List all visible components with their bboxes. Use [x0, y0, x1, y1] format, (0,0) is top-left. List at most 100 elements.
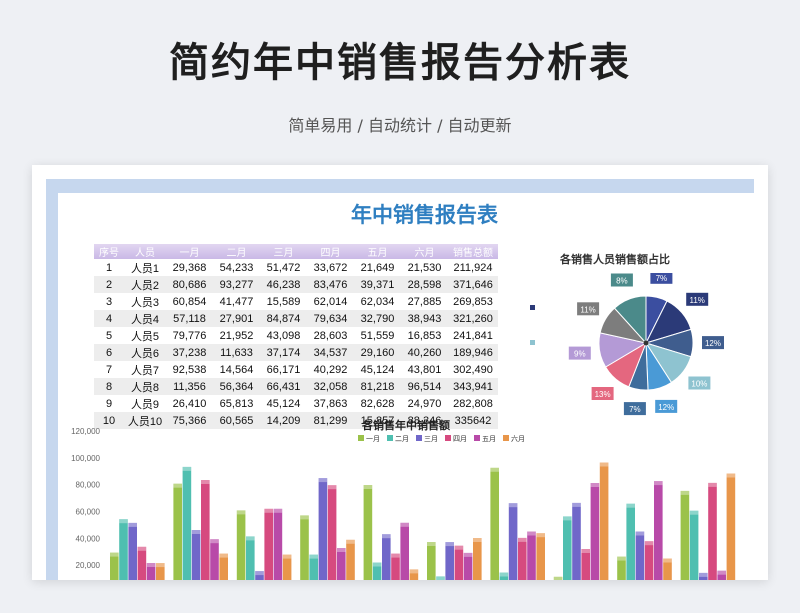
table-cell: 81,299 [307, 412, 354, 429]
pie-label-box [702, 336, 724, 350]
table-cell: 66,431 [260, 378, 307, 395]
bar [726, 473, 736, 580]
bar-highlight [255, 571, 264, 576]
table-row: 1 人员1 29,368 54,233 51,472 33,672 21,649 21,530… [94, 259, 498, 276]
table-cell: 33,672 [313, 261, 348, 274]
bar-highlight [110, 552, 119, 557]
bar-highlight [427, 542, 436, 546]
table-row: 10 人员10 75,366 60,565 14,209 81,299 15,857 88,3… [94, 412, 498, 429]
table-cell: 343,941 [448, 378, 498, 395]
y-tick-label: 20,000 [76, 561, 101, 570]
bar [236, 510, 246, 580]
table-cell: 43,801 [407, 363, 442, 376]
bar-highlight [236, 510, 246, 515]
bar [717, 570, 726, 580]
bar [680, 490, 690, 580]
column-header: 人员 [124, 244, 166, 259]
bar-highlight [119, 519, 128, 524]
bar [617, 556, 626, 580]
table-cell: 1 [105, 261, 113, 274]
bar [454, 545, 464, 580]
bar [337, 548, 346, 580]
table-cell: 321,260 [448, 310, 498, 327]
bar-highlight [680, 490, 690, 495]
bar [156, 563, 165, 580]
bar-highlight [219, 553, 228, 558]
bar [508, 503, 518, 580]
table-cell: 27,901 [213, 310, 260, 327]
pie-slice [613, 295, 647, 345]
pie-data-label: 11% [689, 296, 704, 305]
table-cell: 29,160 [354, 344, 401, 361]
table-cell: 93,277 [213, 276, 260, 293]
table-row: 3 人员3 60,854 41,477 15,589 62,014 62,034 27,885… [94, 293, 498, 310]
page-title: 简约年中销售报告分析表 [169, 40, 631, 86]
report-title: 年中销售报告表 [351, 203, 498, 227]
table-cell: 43,098 [266, 329, 301, 342]
bar [219, 553, 228, 580]
bar-highlight [436, 576, 445, 580]
table-cell: 15,589 [266, 295, 301, 308]
bar [427, 542, 436, 580]
table-cell: 45,124 [266, 397, 301, 410]
bar-highlight [473, 538, 482, 542]
bar-highlight [382, 534, 391, 539]
table-cell: 60,565 [213, 412, 260, 429]
bar-highlight [553, 576, 563, 580]
table-cell: 6 [94, 344, 124, 361]
table-cell: 14,564 [219, 363, 254, 376]
table-cell: 11,633 [213, 344, 260, 361]
table-cell: 88,346 [401, 412, 448, 429]
table-cell: 14,209 [260, 412, 307, 429]
bar [473, 538, 482, 580]
bar [191, 530, 201, 580]
bar-highlight [572, 502, 581, 507]
y-tick-label: 40,000 [76, 534, 101, 543]
legend-swatch [503, 435, 509, 441]
table-cell: 2 [94, 276, 124, 293]
table-cell: 37,238 [166, 344, 213, 361]
legend-label: 三月 [424, 435, 438, 443]
table-cell: 282,808 [453, 397, 493, 410]
bar [644, 541, 654, 580]
page-subtitle: 简单易用 / 自动统计 / 自动更新 [288, 116, 512, 135]
legend-swatch [387, 435, 393, 441]
table-cell: 96,514 [401, 378, 448, 395]
bar-highlight [182, 466, 192, 471]
table-cell: 41,477 [219, 295, 254, 308]
table-cell: 4 [94, 310, 124, 327]
legend-label: 一月 [366, 435, 380, 443]
bar [273, 508, 283, 580]
table-cell: 16,853 [407, 329, 442, 342]
bar [689, 510, 699, 580]
table-cell: 37,863 [313, 397, 348, 410]
legend-swatch [416, 435, 422, 441]
legend-swatch [358, 435, 364, 441]
bar-highlight [210, 539, 219, 544]
bar [527, 531, 536, 580]
pie-data-label: 13% [595, 390, 611, 399]
bar [309, 554, 318, 580]
table-cell: 7 [105, 363, 113, 376]
bar [708, 482, 717, 580]
table-cell: 62,034 [360, 295, 395, 308]
bar-highlight [536, 533, 545, 538]
legend-label: 六月 [511, 434, 525, 443]
table-cell: 32,058 [307, 378, 354, 395]
pie-data-label: 11% [580, 305, 595, 314]
bar-highlight [445, 542, 454, 547]
spreadsheet-frame: 年中销售报告表 序号 人员 一月 二月 三月 四月 五月 六月 销售总额 1 人员1 29,368 5… [46, 179, 754, 580]
legend-label: 四月 [453, 435, 467, 443]
bar-highlight [599, 462, 609, 467]
bar [572, 502, 581, 580]
table-cell: 83,476 [307, 276, 354, 293]
pie-data-label: 8% [616, 277, 628, 286]
pie-chart: 7% 11% 12% 10% 12% 7% 13% 9% 11% 8% [530, 273, 724, 416]
table-cell: 9 [105, 397, 113, 410]
bar [553, 576, 563, 580]
bar-highlight [128, 522, 137, 527]
bar-highlight [400, 522, 409, 527]
table-cell: 56,364 [213, 378, 260, 395]
table-cell: 65,813 [219, 397, 254, 410]
column-header: 一月 [166, 244, 213, 259]
